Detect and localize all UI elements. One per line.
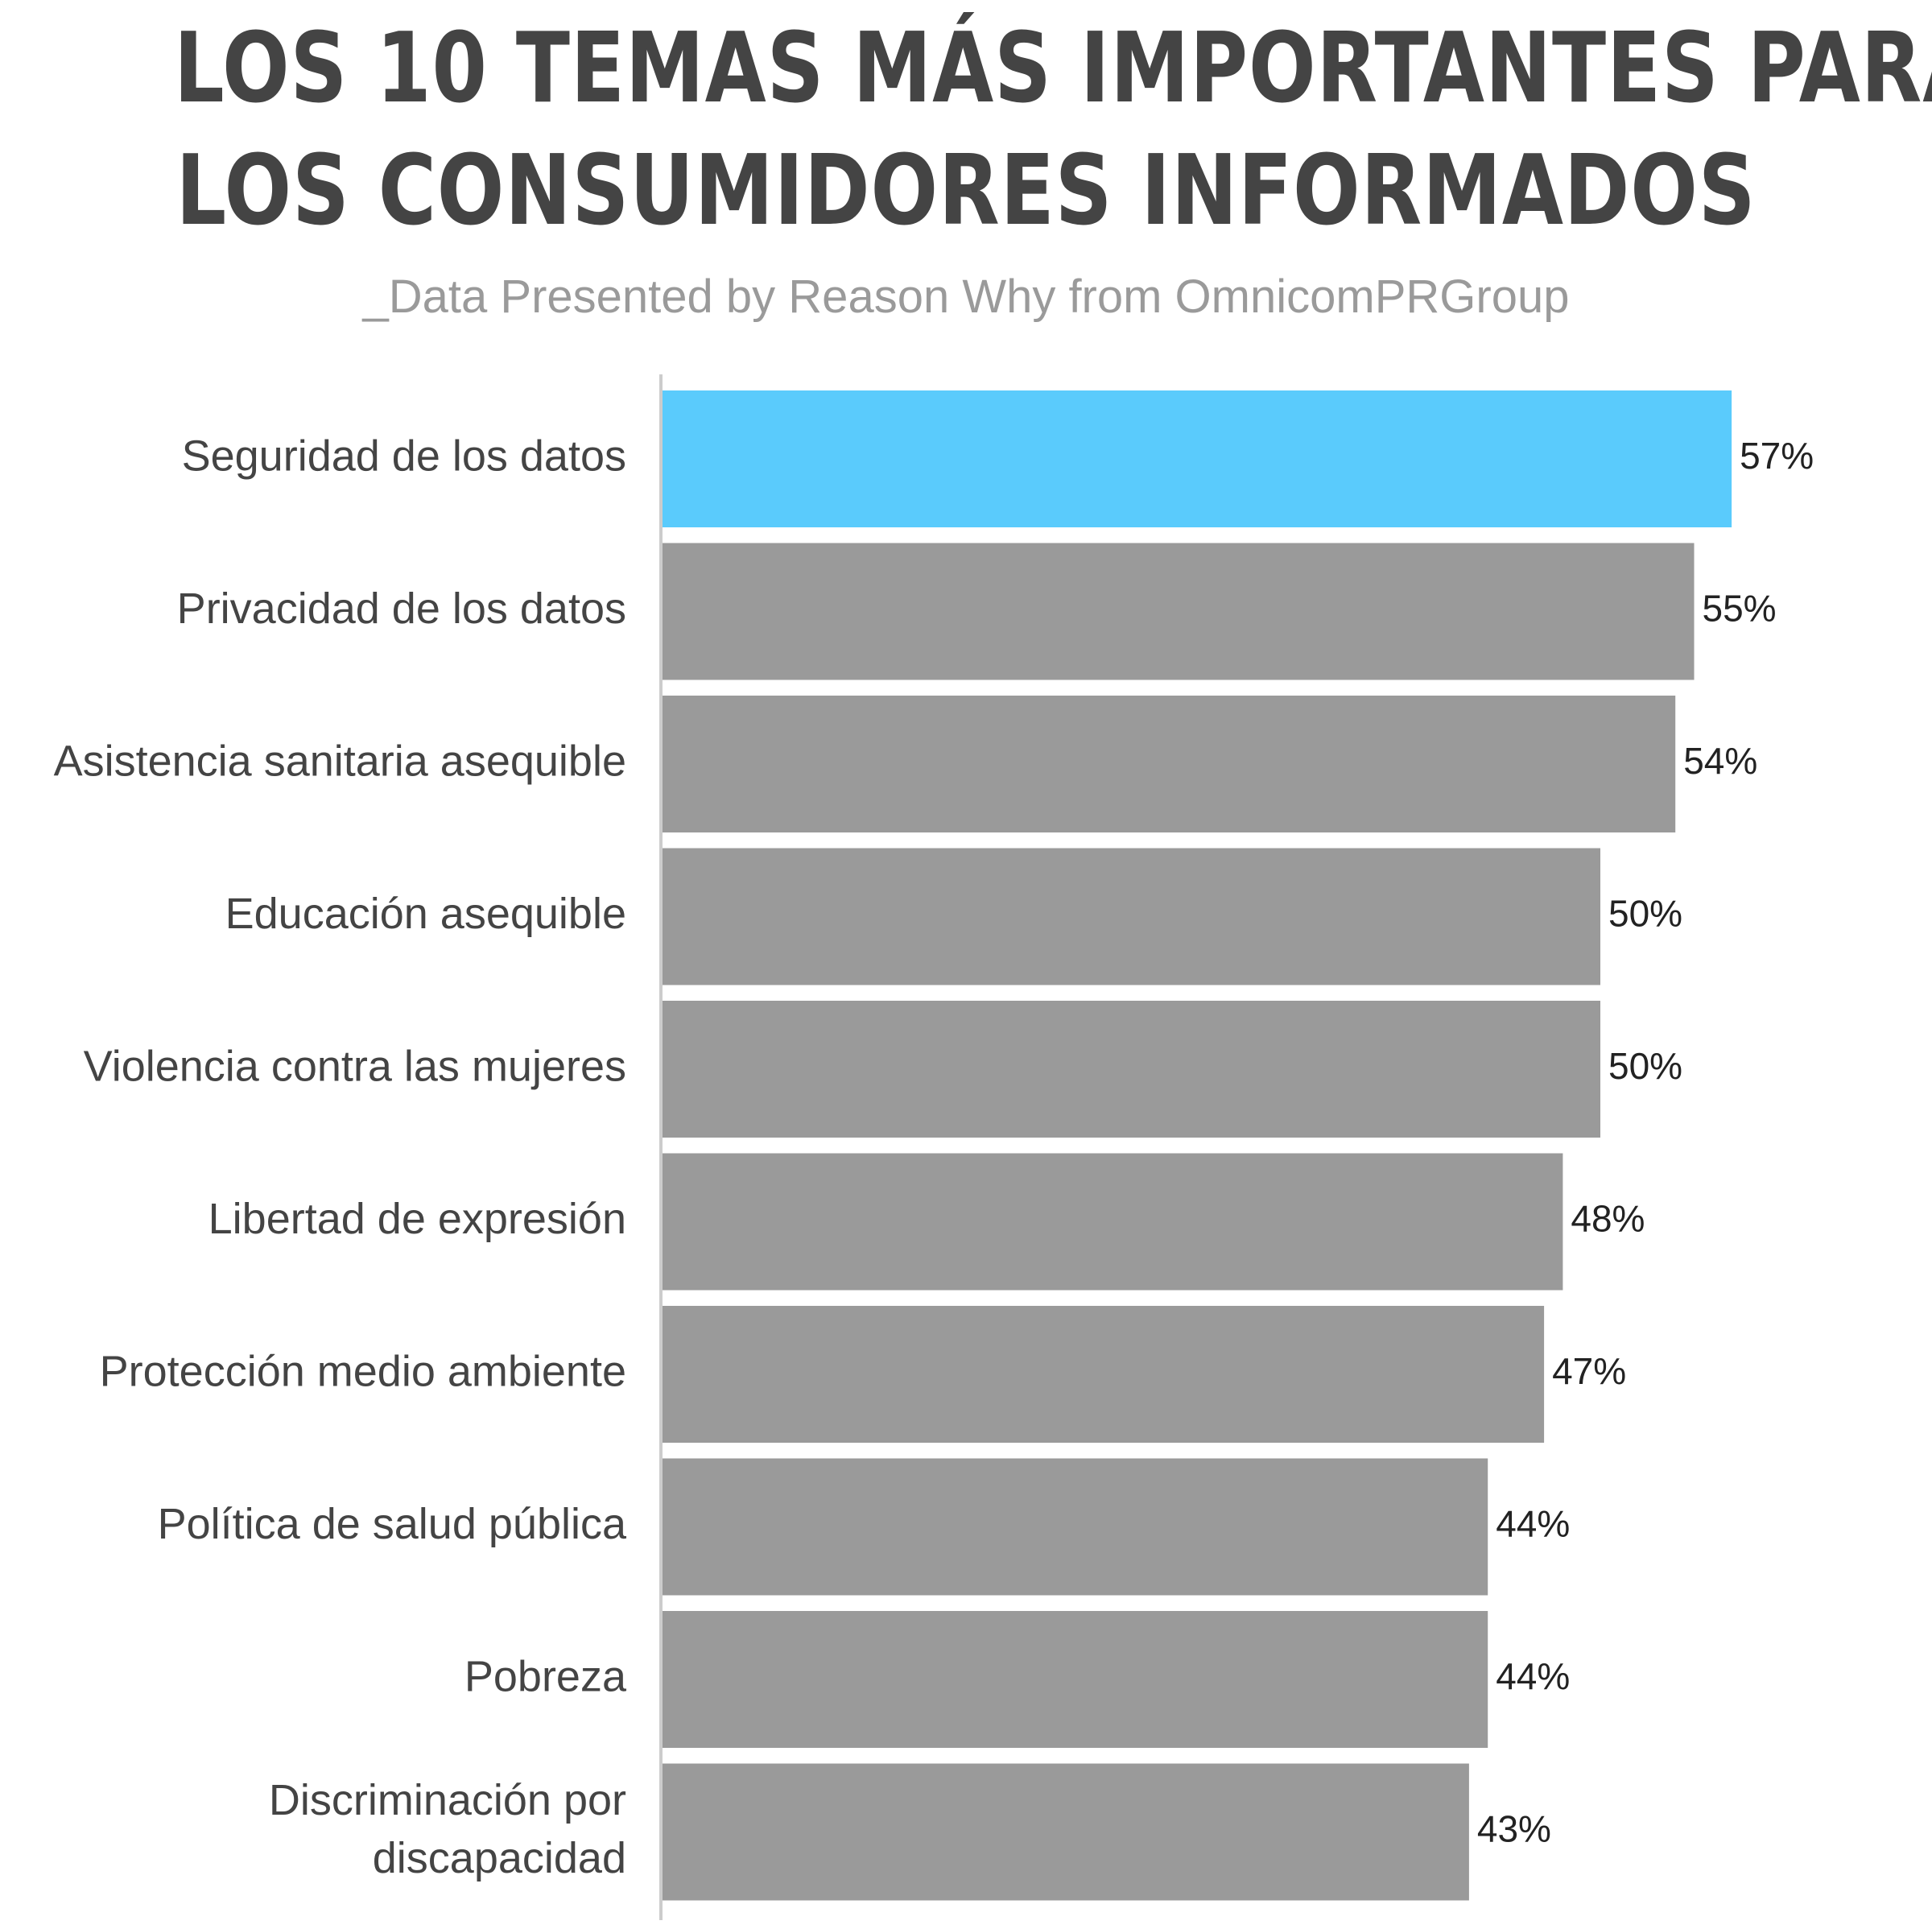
bar-value-label-7: 47% — [1552, 1350, 1626, 1392]
category-label-5: Violencia contra las mujeres — [84, 1042, 626, 1090]
bar-7 — [663, 1306, 1545, 1443]
category-label-3: Asistencia sanitaria asequible — [54, 737, 626, 785]
category-label-line: Protección medio ambiente — [100, 1347, 626, 1395]
category-label-line: Libertad de expresión — [208, 1195, 626, 1243]
category-label-1: Seguridad de los datos — [182, 432, 626, 480]
bar-value-label-1: 57% — [1740, 435, 1814, 477]
bar-8 — [663, 1458, 1488, 1596]
bar-value-label-5: 50% — [1608, 1045, 1682, 1087]
category-label-6: Libertad de expresión — [208, 1195, 626, 1243]
bar-4 — [663, 848, 1600, 985]
bar-3 — [663, 696, 1676, 832]
category-label-line: Violencia contra las mujeres — [84, 1042, 626, 1090]
bar-5 — [663, 1001, 1600, 1138]
bar-value-label-2: 55% — [1703, 588, 1777, 630]
bar-1 — [663, 390, 1732, 527]
category-label-line: discapacidad — [373, 1834, 626, 1882]
bar-6 — [663, 1153, 1563, 1291]
category-label-9: Pobreza — [464, 1652, 627, 1700]
category-label-line: Seguridad de los datos — [182, 432, 626, 480]
bar-10 — [663, 1763, 1469, 1901]
category-label-line: Discriminación por — [269, 1776, 626, 1824]
bar-value-label-10: 43% — [1477, 1808, 1551, 1850]
category-label-2: Privacidad de los datos — [177, 584, 626, 633]
bar-value-label-4: 50% — [1608, 893, 1682, 935]
chart-title-line-2: LOS CONSUMIDORES INFORMADOS — [175, 135, 1757, 247]
bar-value-label-8: 44% — [1496, 1503, 1570, 1545]
category-label-4: Educación asequible — [225, 890, 626, 938]
bar-2 — [663, 543, 1695, 680]
chart-title-line-1: LOS 10 TEMAS MÁS IMPORTANTES PARA — [174, 13, 1932, 125]
category-label-line: Política de salud pública — [158, 1500, 627, 1548]
bar-value-label-6: 48% — [1571, 1198, 1645, 1240]
category-label-line: Privacidad de los datos — [177, 584, 626, 633]
category-label-line: Educación asequible — [225, 890, 626, 938]
category-label-7: Protección medio ambiente — [100, 1347, 626, 1395]
bar-9 — [663, 1611, 1488, 1748]
chart-title: LOS 10 TEMAS MÁS IMPORTANTES PARA LOS CO… — [174, 8, 1932, 253]
bar-value-label-9: 44% — [1496, 1655, 1570, 1697]
category-label-line: Pobreza — [464, 1652, 627, 1700]
chart-subtitle: _Data Presented by Reason Why from Omnic… — [362, 271, 1570, 323]
category-label-10: Discriminación por discapacidad — [269, 1776, 626, 1882]
category-label-8: Política de salud pública — [158, 1500, 627, 1548]
category-label-line: Asistencia sanitaria asequible — [54, 737, 626, 785]
bar-value-label-3: 54% — [1683, 740, 1757, 782]
